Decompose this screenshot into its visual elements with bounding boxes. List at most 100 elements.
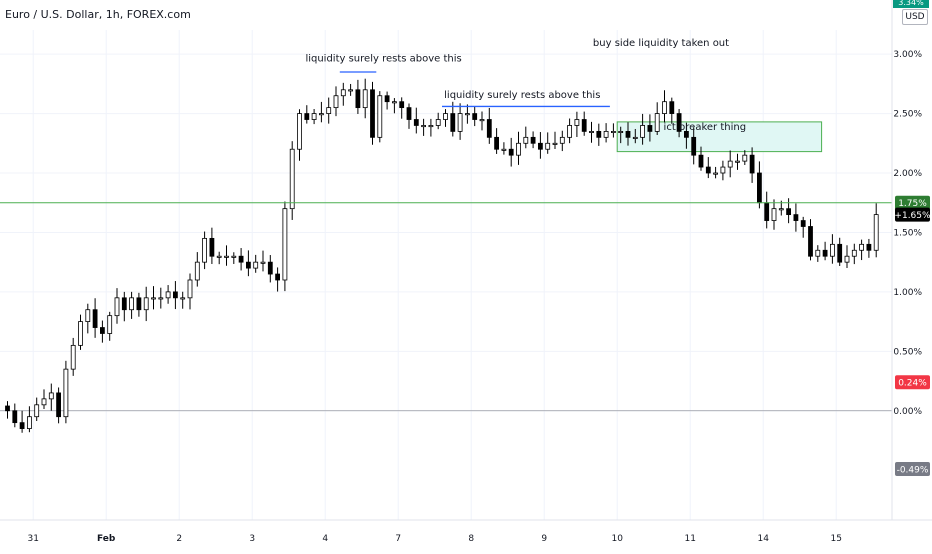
candle-body — [640, 125, 645, 138]
candle-body — [107, 315, 113, 334]
candle-body — [56, 392, 61, 418]
candle-body — [786, 208, 791, 216]
candle-body — [596, 130, 602, 138]
y-tick-label: 2.00% — [893, 169, 922, 179]
candle-body — [822, 249, 828, 257]
candle-body — [464, 113, 470, 116]
annotation-text: buy side liquidity taken out — [593, 38, 729, 49]
candle-body — [574, 119, 580, 126]
candle-body — [428, 125, 434, 128]
candle-body — [538, 142, 543, 150]
candle-body — [202, 237, 208, 263]
x-tick-label: 8 — [468, 534, 474, 544]
candle-body — [12, 410, 18, 424]
candle-body — [34, 404, 40, 418]
candle-body — [377, 95, 383, 138]
candle-body — [625, 130, 631, 138]
candle-body — [450, 113, 456, 132]
candle-body — [187, 279, 193, 299]
x-tick-label: 10 — [611, 534, 623, 544]
candle-body — [472, 113, 478, 120]
y-tick-label: 3.00% — [893, 50, 922, 60]
annotation-text: ict breaker thing — [664, 122, 747, 133]
candle-body — [494, 136, 500, 150]
y-tick-label: 1.50% — [893, 228, 922, 238]
y-tick-label: 0.50% — [893, 347, 922, 357]
candle-body — [318, 113, 324, 116]
candle-body — [143, 297, 149, 311]
y-tick-label: 0.00% — [893, 407, 922, 417]
candle-body — [479, 119, 485, 122]
candle-body — [647, 125, 653, 132]
candle-body — [194, 261, 200, 281]
candle-body — [815, 249, 821, 257]
candle-body — [691, 136, 697, 156]
candle-body — [837, 243, 843, 263]
candle-body — [523, 136, 529, 144]
candle-body — [348, 89, 354, 92]
candle-body — [851, 249, 857, 257]
candle-body — [684, 130, 689, 138]
candle-body — [859, 243, 864, 251]
candle-body — [136, 297, 142, 311]
y-tick-label: 1.00% — [893, 288, 922, 298]
candle-body — [151, 297, 156, 300]
candle-body — [311, 113, 317, 120]
candle-body — [165, 291, 171, 299]
candle-body — [676, 113, 682, 132]
candle-body — [413, 119, 419, 126]
x-tick-label: 15 — [830, 534, 841, 544]
candle-body — [589, 130, 594, 133]
candle-body — [391, 101, 397, 104]
candle-body — [727, 160, 733, 168]
y-tick-label: 2.50% — [893, 110, 922, 120]
candle-body — [70, 344, 76, 370]
candle-body — [26, 416, 32, 429]
candle-body — [757, 172, 762, 204]
candle-body — [399, 101, 405, 109]
candle-body — [457, 113, 463, 132]
candle-body — [326, 107, 332, 114]
candle-body — [603, 130, 609, 138]
candle-body — [384, 95, 390, 103]
candle-body — [19, 422, 25, 429]
candle-body — [340, 89, 346, 97]
candle-body — [705, 166, 711, 174]
x-tick-label: 14 — [757, 534, 769, 544]
candle-body — [333, 95, 339, 109]
candle-body — [114, 297, 120, 317]
currency-selector[interactable]: USD — [902, 9, 928, 25]
candle-body — [443, 113, 448, 120]
price-tag-label: 0.24% — [898, 379, 927, 389]
candle-body — [808, 226, 813, 257]
candle-body — [873, 214, 879, 251]
price-tag — [895, 462, 930, 476]
x-tick-label: 7 — [395, 534, 401, 544]
candle-body — [238, 255, 244, 263]
candle-body — [778, 208, 784, 211]
x-tick-label: Feb — [97, 534, 116, 544]
candle-body — [180, 297, 186, 300]
candle-body — [297, 113, 302, 150]
candle-body — [224, 255, 229, 258]
price-tag — [895, 375, 930, 390]
price-tag-label: 1.75% — [898, 199, 927, 209]
candle-body — [362, 89, 368, 109]
price-tag-label: -0.49% — [897, 466, 929, 476]
x-tick-label: 31 — [27, 534, 38, 544]
candle-body — [669, 101, 675, 114]
candle-body — [866, 243, 872, 251]
price-tag — [895, 195, 930, 210]
candle-body — [231, 255, 237, 258]
candle-body — [158, 297, 164, 300]
candle-body — [370, 89, 375, 138]
candle-body — [844, 255, 850, 263]
candle-body — [63, 368, 69, 418]
candle-body — [742, 154, 748, 162]
candle-body — [92, 309, 98, 328]
candle-body — [698, 154, 704, 168]
candle-body — [78, 321, 83, 346]
candle-body — [267, 261, 273, 275]
candle-body — [530, 136, 536, 144]
